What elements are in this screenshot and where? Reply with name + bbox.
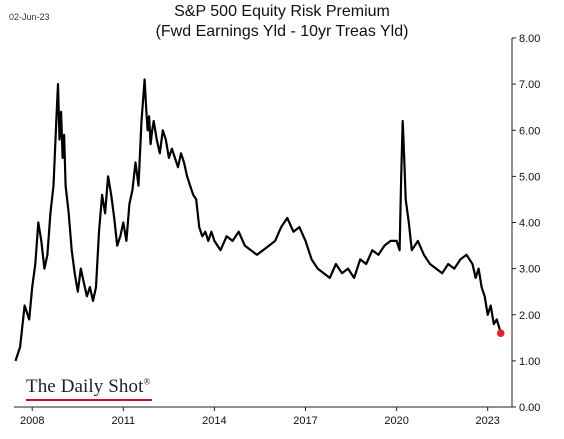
x-tick-label: 2017 [293, 415, 317, 427]
series-line-group [14, 78, 505, 362]
x-tick-label: 2023 [475, 415, 499, 427]
logo-registered-mark: ® [143, 376, 151, 387]
chart-subtitle: (Fwd Earnings Yld - 10yr Treas Yld) [155, 23, 409, 40]
x-tick-label: 2014 [202, 415, 226, 427]
x-tick-label: 2011 [111, 415, 135, 427]
last-point-marker [496, 329, 505, 338]
y-tick-label: 6.00 [519, 125, 540, 137]
date-stamp: 02-Jun-23 [9, 12, 50, 22]
series-line [14, 78, 502, 362]
y-tick-label: 8.00 [519, 33, 540, 45]
logo-underline [26, 399, 152, 401]
y-tick-label: 5.00 [519, 171, 540, 183]
logo-text: The Daily Shot [26, 376, 144, 397]
x-tick-label: 2020 [384, 415, 408, 427]
axes: 0.00 1.00 2.00 3.00 4.00 5.00 6.00 7.00 8.00 2008… [14, 33, 540, 427]
y-tick-label: 1.00 [519, 356, 540, 368]
y-tick-label: 0.00 [519, 402, 540, 414]
y-tick-label: 7.00 [519, 79, 540, 91]
y-tick-label: 3.00 [519, 264, 540, 276]
daily-shot-logo: The Daily Shot® [26, 376, 150, 398]
y-tick-label: 2.00 [519, 310, 540, 322]
chart-title: S&P 500 Equity Risk Premium [174, 3, 390, 20]
x-tick-label: 2008 [20, 415, 44, 427]
y-tick-label: 4.00 [519, 218, 540, 230]
